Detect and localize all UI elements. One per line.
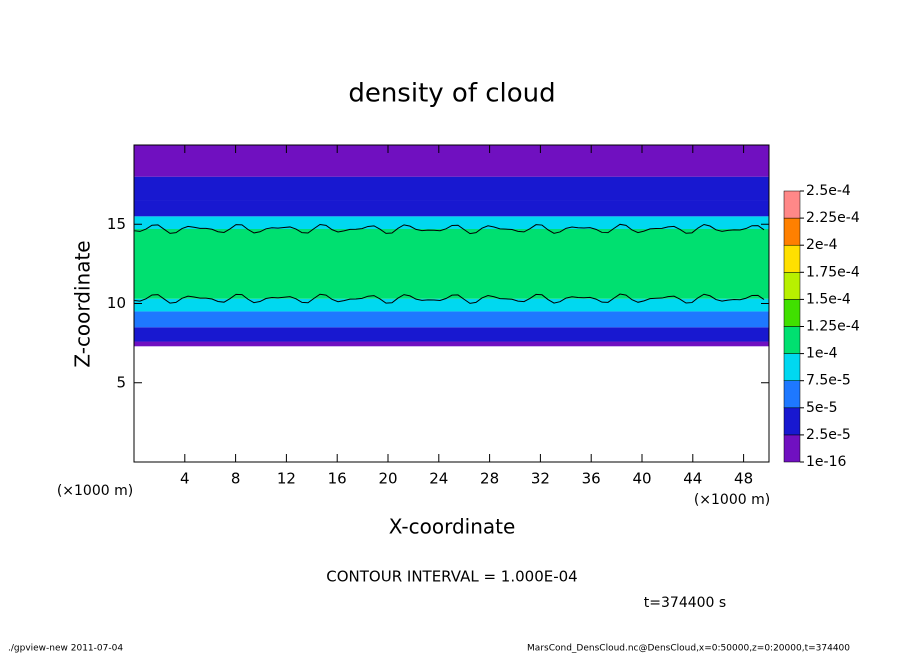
colorbar-label: 2.5e-4 [806, 183, 851, 199]
colorbar-label: 2e-4 [806, 237, 838, 253]
x-tick-label: 44 [683, 470, 702, 488]
field-band [134, 341, 769, 347]
colorbar-segment [783, 434, 801, 463]
x-tick-label: 4 [180, 470, 190, 488]
x-tick-label: 20 [378, 470, 397, 488]
colorbar-segment [783, 217, 801, 246]
x-unit: (×1000 m) [694, 492, 770, 508]
field-band [134, 200, 769, 217]
x-tick-label: 32 [531, 470, 550, 488]
x-tick-label: 8 [231, 470, 241, 488]
field-band [134, 327, 769, 342]
colorbar-segment [783, 190, 801, 219]
x-tick-label: 16 [328, 470, 347, 488]
colorbar-segment [783, 272, 801, 300]
footer-right: MarsCond_DensCloud.nc@DensCloud,x=0:5000… [527, 644, 850, 654]
colorbar-label: 1e-16 [806, 454, 846, 470]
y-tick-label: 5 [116, 373, 126, 391]
x-tick-label: 28 [480, 470, 499, 488]
x-tick-label: 48 [734, 470, 753, 488]
colorbar-label: 2.5e-5 [806, 427, 851, 443]
field-band [134, 216, 769, 230]
field-band [134, 229, 769, 299]
x-axis-label: X-coordinate [389, 515, 516, 539]
colorbar-segment [783, 299, 801, 327]
y-axis-label: Z-coordinate [71, 240, 95, 367]
y-tick-label: 15 [107, 215, 126, 233]
colorbar-segment [783, 407, 801, 436]
colorbar-label: 1.5e-4 [806, 291, 851, 307]
colorbar-segment [783, 380, 801, 409]
colorbar-segment [783, 326, 801, 354]
colorbar-label: 7.5e-5 [806, 373, 851, 389]
x-tick-label: 24 [429, 470, 448, 488]
contour-line [133, 293, 765, 304]
y-unit: (×1000 m) [57, 483, 133, 499]
colorbar-label: 1.25e-4 [806, 319, 860, 335]
y-tick-label: 10 [107, 294, 126, 312]
x-tick-label: 12 [277, 470, 296, 488]
contour-line [133, 223, 765, 235]
colorbar-label: 1e-4 [806, 346, 838, 362]
x-tick-label: 36 [582, 470, 601, 488]
colorbar-label: 5e-5 [806, 400, 837, 416]
colorbar-segment [783, 244, 801, 273]
field-band [134, 298, 769, 312]
time-label: t=374400 s [644, 595, 726, 611]
field-band [134, 145, 769, 177]
colorbar-segment [783, 353, 801, 381]
x-tick-label: 40 [632, 470, 651, 488]
colorbar-label: 2.25e-4 [806, 210, 860, 226]
footer-left: ./gpview-new 2011-07-04 [8, 644, 123, 654]
field-band [134, 311, 769, 328]
chart-title: density of cloud [348, 79, 555, 109]
field-band [134, 176, 769, 201]
colorbar-label: 1.75e-4 [806, 264, 860, 280]
contour-interval: CONTOUR INTERVAL = 1.000E-04 [326, 568, 577, 586]
